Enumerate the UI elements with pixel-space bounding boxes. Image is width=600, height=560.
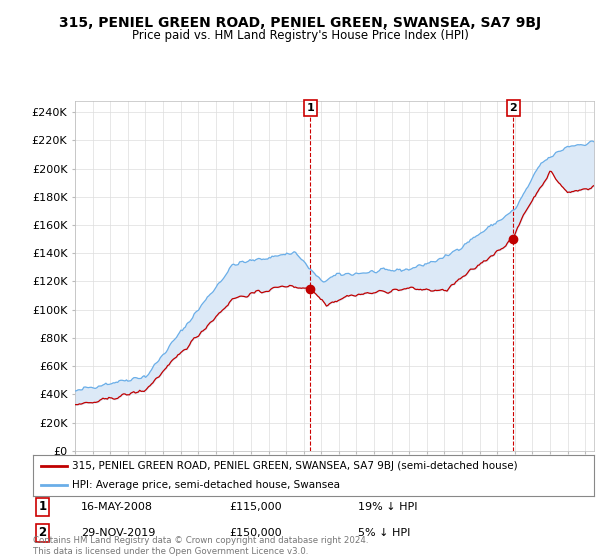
Text: 1: 1 [38,501,47,514]
Text: 29-NOV-2019: 29-NOV-2019 [80,528,155,538]
Text: Price paid vs. HM Land Registry's House Price Index (HPI): Price paid vs. HM Land Registry's House … [131,29,469,42]
Text: 2: 2 [38,526,47,539]
Text: 16-MAY-2008: 16-MAY-2008 [80,502,152,512]
Text: 315, PENIEL GREEN ROAD, PENIEL GREEN, SWANSEA, SA7 9BJ (semi-detached house): 315, PENIEL GREEN ROAD, PENIEL GREEN, SW… [72,461,518,471]
Text: £115,000: £115,000 [229,502,282,512]
Text: 1: 1 [307,103,314,113]
Text: 5% ↓ HPI: 5% ↓ HPI [358,528,411,538]
Text: 2: 2 [509,103,517,113]
Text: 315, PENIEL GREEN ROAD, PENIEL GREEN, SWANSEA, SA7 9BJ: 315, PENIEL GREEN ROAD, PENIEL GREEN, SW… [59,16,541,30]
Text: HPI: Average price, semi-detached house, Swansea: HPI: Average price, semi-detached house,… [72,480,340,489]
Text: 19% ↓ HPI: 19% ↓ HPI [358,502,418,512]
Text: £150,000: £150,000 [229,528,282,538]
Text: Contains HM Land Registry data © Crown copyright and database right 2024.
This d: Contains HM Land Registry data © Crown c… [33,536,368,556]
